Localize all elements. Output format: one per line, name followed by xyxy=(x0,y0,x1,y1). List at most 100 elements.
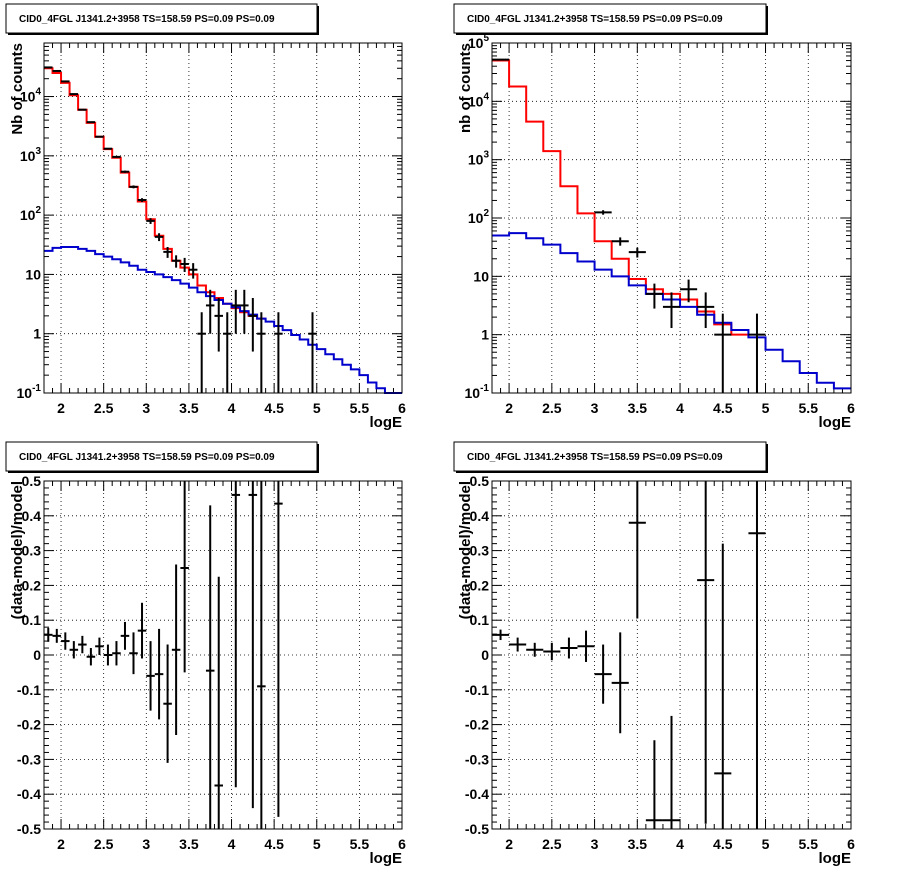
data-point xyxy=(714,313,732,393)
data-point xyxy=(231,481,241,788)
tick-label: 0.3 xyxy=(22,543,42,559)
tick-label: 5.5 xyxy=(799,836,819,852)
chart-panel-bottom-right: CID0_4FGL J1341.2+3958 TS=158.59 PS=0.09… xyxy=(453,441,855,867)
data-point xyxy=(594,644,612,704)
data-point xyxy=(112,155,121,158)
data-point xyxy=(154,233,164,242)
tick-label: 0.5 xyxy=(22,473,42,489)
data-point xyxy=(526,642,544,657)
x-axis-title: logE xyxy=(819,414,852,431)
tick-label: 0.2 xyxy=(470,577,490,593)
tick-label: 0.4 xyxy=(470,508,490,524)
tick-label: -0.4 xyxy=(465,786,489,802)
tick-label: 5 xyxy=(313,400,321,416)
series-line-model-total xyxy=(44,67,266,320)
tick-label: 3 xyxy=(142,836,150,852)
tick-label: -0.5 xyxy=(465,821,489,837)
tick-label: 0.1 xyxy=(470,612,490,628)
tick-label: 2.5 xyxy=(542,400,562,416)
data-point xyxy=(197,312,206,393)
data-point xyxy=(95,135,104,138)
tick-label: 2.5 xyxy=(94,836,114,852)
data-point xyxy=(52,628,62,643)
data-point xyxy=(78,108,87,111)
series-line-model-total xyxy=(492,59,749,336)
tick-label: -0.1 xyxy=(465,682,489,698)
data-point xyxy=(628,247,646,258)
chart-panel-bottom-left: CID0_4FGL J1341.2+3958 TS=158.59 PS=0.09… xyxy=(5,441,406,867)
tick-label: 104 xyxy=(468,91,490,109)
tick-label: 2.5 xyxy=(94,400,114,416)
tick-label: 3.5 xyxy=(628,400,648,416)
data-point xyxy=(129,185,138,189)
y-axis-title: (data-model)/model xyxy=(9,481,26,619)
tick-label: 5 xyxy=(313,836,321,852)
y-axis-title: (data-model)/model xyxy=(457,481,474,619)
x-axis-title: logE xyxy=(370,414,403,431)
data-point xyxy=(543,642,561,661)
tick-label: 4 xyxy=(228,400,236,416)
data-point xyxy=(662,292,681,329)
data-point xyxy=(240,289,249,334)
plot-frame xyxy=(43,42,403,394)
data-point xyxy=(274,312,283,393)
tick-label: 5 xyxy=(762,400,770,416)
data-point xyxy=(257,312,266,393)
series-line-model-component xyxy=(44,246,402,394)
data-point xyxy=(223,312,232,393)
tick-label: 3.5 xyxy=(179,836,199,852)
data-point xyxy=(120,170,130,173)
tick-label: 10 xyxy=(473,268,489,284)
data-point xyxy=(95,637,104,655)
tick-label: 2 xyxy=(57,836,65,852)
title-box xyxy=(453,3,767,34)
data-point xyxy=(112,641,121,666)
data-point xyxy=(231,289,241,334)
data-point xyxy=(61,632,70,650)
data-point xyxy=(274,481,283,817)
data-point xyxy=(171,564,181,736)
chart-title: CID0_4FGL J1341.2+3958 TS=158.59 PS=0.09… xyxy=(19,14,275,25)
data-point xyxy=(697,481,715,824)
data-point xyxy=(560,637,578,659)
tick-label: 4 xyxy=(228,836,236,852)
chart-title: CID0_4FGL J1341.2+3958 TS=158.59 PS=0.09… xyxy=(19,452,275,463)
data-point xyxy=(214,576,223,829)
tick-label: 102 xyxy=(468,208,490,226)
data-point xyxy=(103,147,113,150)
data-point xyxy=(645,283,663,309)
x-axis-title: logE xyxy=(819,850,852,867)
data-point xyxy=(748,313,766,393)
data-point xyxy=(205,289,215,334)
tick-label: 6 xyxy=(398,836,406,852)
tick-label: 2 xyxy=(505,400,513,416)
data-point xyxy=(611,237,629,246)
tick-label: -0.3 xyxy=(465,751,489,767)
data-point xyxy=(509,637,527,652)
tick-label: 5 xyxy=(762,836,770,852)
data-point xyxy=(492,629,510,641)
data-point xyxy=(248,298,258,352)
tick-label: -0.2 xyxy=(465,717,489,733)
tick-label: 1 xyxy=(481,327,489,343)
x-axis-title: logE xyxy=(370,850,403,867)
tick-label: 3.5 xyxy=(628,836,648,852)
tick-label: 4.5 xyxy=(713,400,733,416)
data-point xyxy=(611,632,629,734)
data-point xyxy=(205,505,215,829)
data-point xyxy=(180,481,189,673)
tick-label: 10-1 xyxy=(17,383,42,401)
tick-label: 10-1 xyxy=(465,383,490,401)
tick-label: 4 xyxy=(676,400,684,416)
tick-label: 102 xyxy=(20,205,42,223)
data-point xyxy=(146,641,155,711)
data-point xyxy=(214,298,223,352)
plot-frame xyxy=(491,480,852,830)
tick-label: 5.5 xyxy=(350,836,370,852)
data-point xyxy=(86,121,96,124)
data-point xyxy=(662,715,681,829)
tick-label: -0.2 xyxy=(17,717,41,733)
data-point xyxy=(129,632,138,675)
tick-label: 6 xyxy=(847,400,855,416)
tick-label: 104 xyxy=(20,87,42,105)
